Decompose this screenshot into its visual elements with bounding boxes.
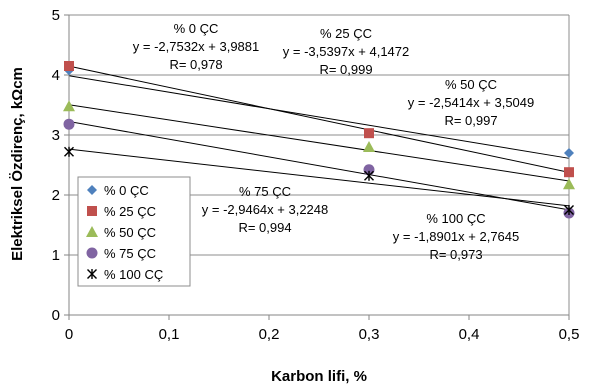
trend-annotation-line: % 75 ÇC	[239, 184, 291, 199]
point-series-1	[564, 167, 574, 178]
x-tick-label: 0,2	[259, 326, 280, 343]
y-tick-label: 0	[52, 307, 60, 324]
x-axis-title: Karbon lifi, %	[271, 368, 367, 385]
trend-annotation-line: y = -2,7532x + 3,9881	[133, 39, 259, 54]
trend-annotation-line: % 25 ÇC	[320, 26, 372, 41]
legend-box	[77, 176, 191, 287]
legend-label: % 100 CÇ	[104, 267, 163, 282]
trend-annotation-line: y = -1,8901x + 2,7645	[393, 229, 519, 244]
y-axis-title: Elektriksel Özdirenç, kΩcm	[9, 67, 26, 261]
point-series-0	[564, 148, 574, 158]
axes	[64, 14, 570, 320]
trend-annotation-line: y = -2,9464x + 3,2248	[202, 202, 328, 217]
point-series-2	[563, 178, 575, 190]
trendline-series-2	[68, 104, 570, 182]
tick-labels: 0 1 2 3 4 5 0 0,1 0,2 0,3 0,4 0,5	[52, 7, 580, 343]
trend-annotation-line: % 100 ÇC	[426, 211, 485, 226]
legend-marker	[86, 247, 98, 259]
trendline-series-4	[68, 148, 570, 207]
trend-annotation-line: R= 0,999	[319, 62, 372, 77]
legend-label: % 50 ÇC	[104, 225, 156, 240]
x-tick-label: 0,4	[459, 326, 480, 343]
point-series-4	[564, 205, 574, 215]
trend-annotation-line: y = -3,5397x + 4,1472	[283, 44, 409, 59]
y-tick-label: 4	[52, 67, 60, 84]
legend: % 0 ÇC % 25 ÇC % 50 ÇC % 75 ÇC % 100 CÇ	[77, 176, 191, 287]
trendline-series-0	[68, 75, 570, 159]
legend-label: % 25 ÇC	[104, 204, 156, 219]
x-tick-label: 0,1	[159, 326, 180, 343]
trend-annotation-line: % 50 ÇC	[445, 77, 497, 92]
point-series-3	[63, 118, 75, 130]
trendlines	[68, 65, 570, 211]
legend-label: % 0 ÇC	[104, 183, 149, 198]
trend-annotations: % 0 ÇC y = -2,7532x + 3,9881 R= 0,978 % 25 …	[133, 21, 534, 262]
trend-annotation-line: R= 0,994	[238, 220, 291, 235]
x-tick-label: 0,3	[359, 326, 380, 343]
x-tick-label: 0	[65, 326, 73, 343]
point-series-2	[63, 100, 75, 112]
trend-annotation-line: y = -2,5414x + 3,5049	[408, 95, 534, 110]
trend-annotation-line: R= 0,978	[169, 57, 222, 72]
point-series-1	[64, 61, 74, 71]
y-tick-label: 5	[52, 7, 60, 24]
trend-annotation-line: R= 0,973	[429, 247, 482, 262]
point-series-1	[364, 128, 374, 139]
trendline-series-3	[68, 121, 570, 211]
y-tick-label: 1	[52, 247, 60, 264]
legend-label: % 75 ÇC	[104, 246, 156, 261]
legend-marker	[87, 206, 97, 216]
point-series-2	[363, 141, 375, 152]
trend-annotation-line: R= 0,997	[444, 113, 497, 128]
legend-marker	[87, 269, 97, 279]
point-series-4	[64, 146, 74, 157]
legend-marker	[87, 185, 97, 195]
data-points	[63, 61, 575, 219]
y-tick-label: 3	[52, 127, 60, 144]
x-tick-label: 0,5	[559, 326, 580, 343]
trendline-series-1	[68, 65, 570, 173]
point-series-4	[364, 170, 374, 181]
trend-annotation-line: % 0 ÇC	[174, 21, 219, 36]
y-tick-label: 2	[52, 187, 60, 204]
legend-marker	[86, 226, 98, 237]
